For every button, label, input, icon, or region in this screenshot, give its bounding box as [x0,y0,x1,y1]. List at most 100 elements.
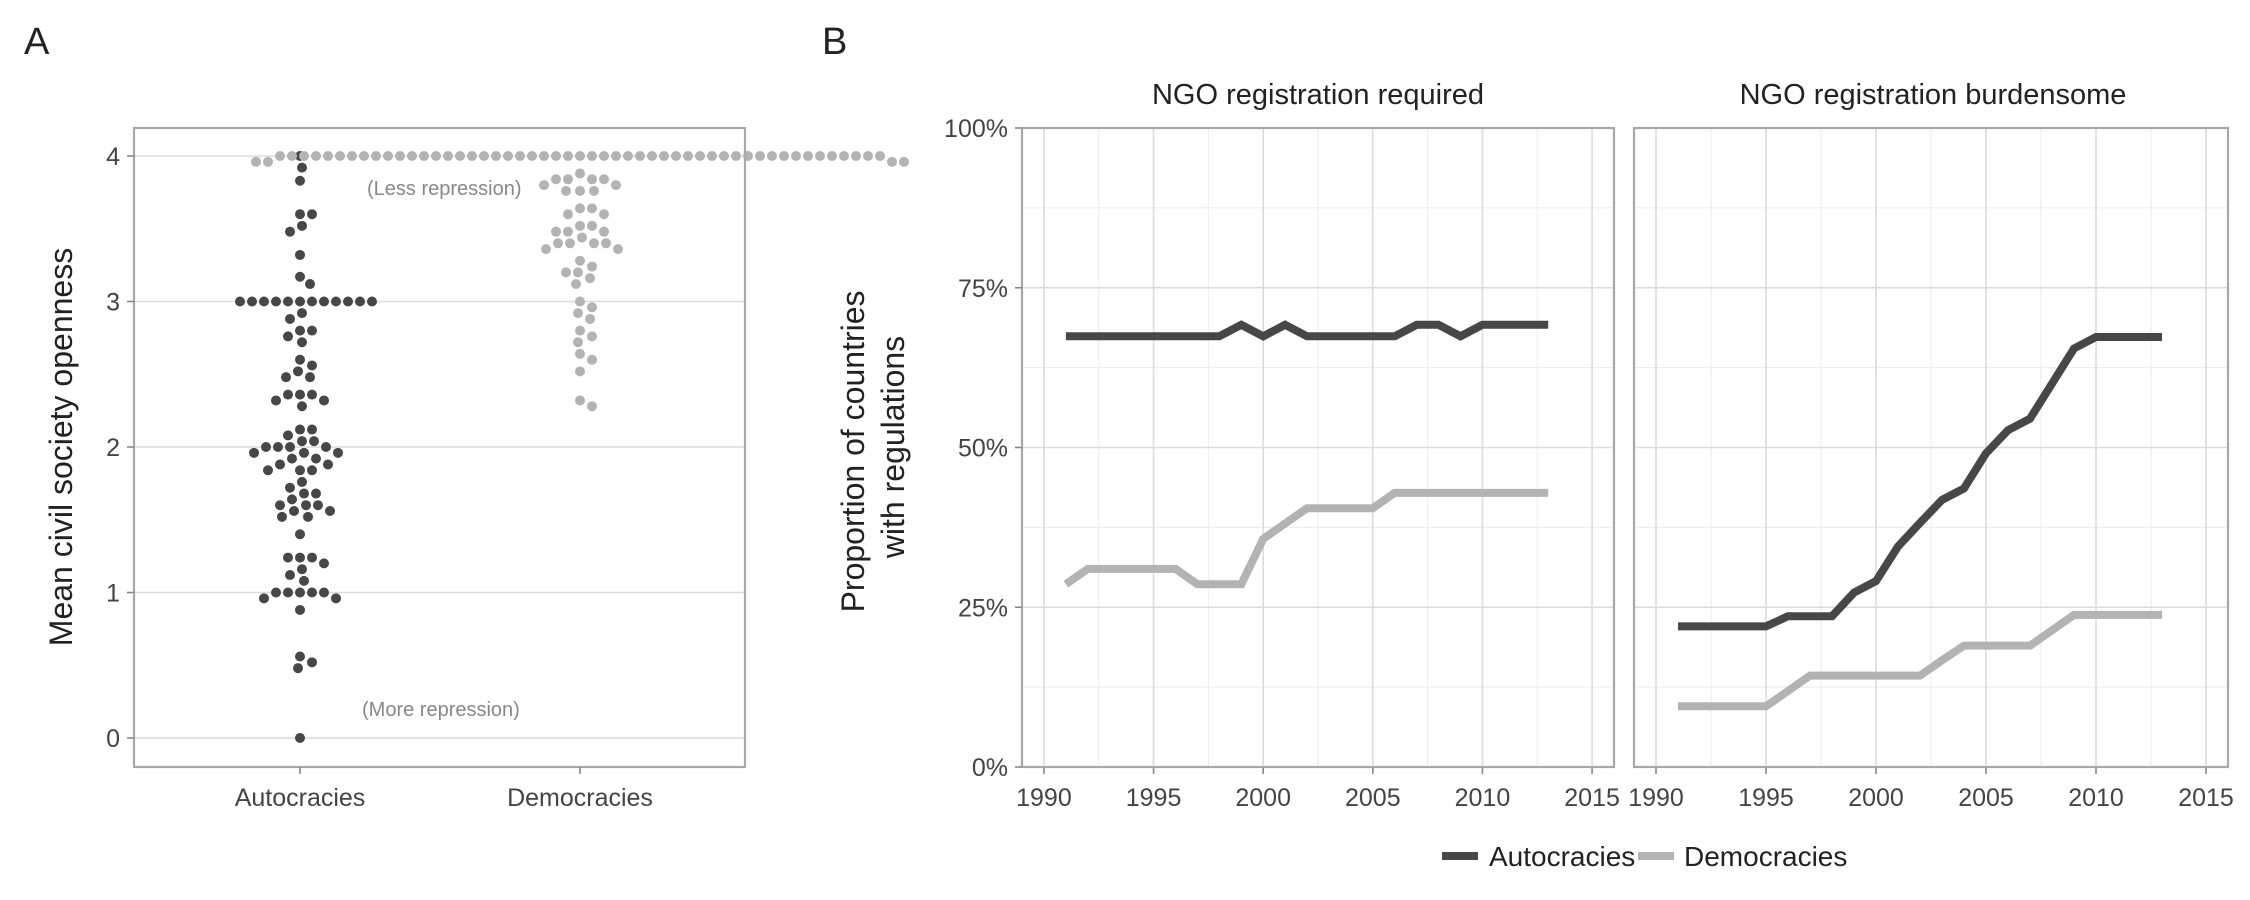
point-autocracies [331,296,341,307]
point-democracies [541,244,551,255]
point-autocracies [295,465,305,476]
point-democracies [587,220,597,231]
point-autocracies [287,453,297,464]
point-autocracies [275,500,285,511]
point-autocracies [275,459,285,470]
point-democracies [635,151,645,161]
point-democracies [587,203,597,214]
point-autocracies [295,325,305,336]
panel-letter-a: A [24,21,50,63]
point-democracies [731,151,741,161]
point-autocracies [297,220,307,231]
point-autocracies [343,296,353,307]
point-autocracies [305,279,315,290]
line-democracies [1063,488,1549,589]
point-democracies [431,151,441,161]
panel-a-x-ticks: Autocracies Democracies [235,767,653,812]
point-democracies [585,273,595,284]
point-democracies [613,244,623,255]
point-democracies [589,238,599,249]
point-autocracies [271,395,281,406]
point-democracies [263,156,273,167]
point-democracies [575,296,585,307]
point-autocracies [295,271,305,282]
point-autocracies [277,511,287,522]
point-democracies [575,325,585,336]
point-autocracies [295,529,305,540]
panel-a-y-tick-label: 2 [106,434,120,462]
point-democracies [589,185,599,196]
point-autocracies [303,511,313,522]
point-democracies [575,255,585,266]
point-democracies [599,209,609,220]
point-autocracies [283,389,293,400]
panel-b-y-axis-title-line1: Proportion of countries [835,290,871,612]
facet-registration-burdensome: 1990 1995 2000 2005 2010 2015 [1628,126,2234,812]
point-democracies [443,151,453,161]
point-autocracies [295,587,305,598]
point-democracies [755,151,765,161]
point-autocracies [307,552,317,563]
panel-a-points [235,151,909,743]
point-democracies [779,151,789,161]
point-autocracies [307,325,317,336]
point-democracies [371,151,381,161]
point-democracies [561,267,571,278]
point-autocracies [285,442,295,452]
point-democracies [251,156,261,167]
point-democracies [611,151,621,161]
point-autocracies [285,226,295,237]
point-autocracies [319,296,329,307]
point-democracies [359,151,369,161]
point-autocracies [331,593,341,604]
point-autocracies [307,465,317,476]
point-autocracies [295,209,305,220]
panel-b-y-ticks: 0% 25% 50% 75% 100% [944,115,1022,782]
point-democracies [827,151,837,161]
point-democracies [683,151,693,161]
point-democracies [551,174,561,185]
point-democracies [587,174,597,185]
point-autocracies [293,366,303,377]
point-democracies [575,395,585,406]
point-democracies [899,156,909,167]
point-democracies [565,238,575,249]
panel-b-y-tick-label: 100% [944,115,1008,143]
beeswarm-panel: 0 1 2 3 4 Autocracies Democracies (Less repre… [43,126,909,812]
point-autocracies [285,313,295,324]
point-democracies [575,151,585,161]
point-democracies [587,401,597,412]
point-autocracies [295,296,305,307]
point-autocracies [295,424,305,435]
point-autocracies [247,296,257,307]
point-democracies [587,354,597,365]
point-democracies [575,220,585,231]
point-democracies [419,151,429,161]
point-autocracies [283,552,293,563]
point-democracies [671,151,681,161]
point-democracies [601,238,611,249]
point-autocracies [297,401,307,412]
point-autocracies [261,442,271,452]
point-autocracies [263,465,273,476]
point-autocracies [295,552,305,563]
point-democracies [539,180,549,191]
point-autocracies [295,651,305,662]
point-autocracies [297,476,307,487]
point-autocracies [295,604,305,615]
legend-label-democracies: Democracies [1684,841,1847,872]
point-autocracies [309,436,319,447]
point-democracies [575,348,585,359]
facet-frame [1632,126,2230,769]
point-autocracies [235,296,245,307]
point-democracies [561,185,571,196]
point-autocracies [321,442,331,452]
point-democracies [539,151,549,161]
point-democracies [335,151,345,161]
panel-b-y-tick-label: 25% [958,594,1008,622]
panel-b-y-axis-title-line2: with regulations [875,336,911,559]
point-democracies [573,337,583,348]
point-autocracies [311,488,321,499]
panel-b-y-tick-label: 50% [958,435,1008,463]
